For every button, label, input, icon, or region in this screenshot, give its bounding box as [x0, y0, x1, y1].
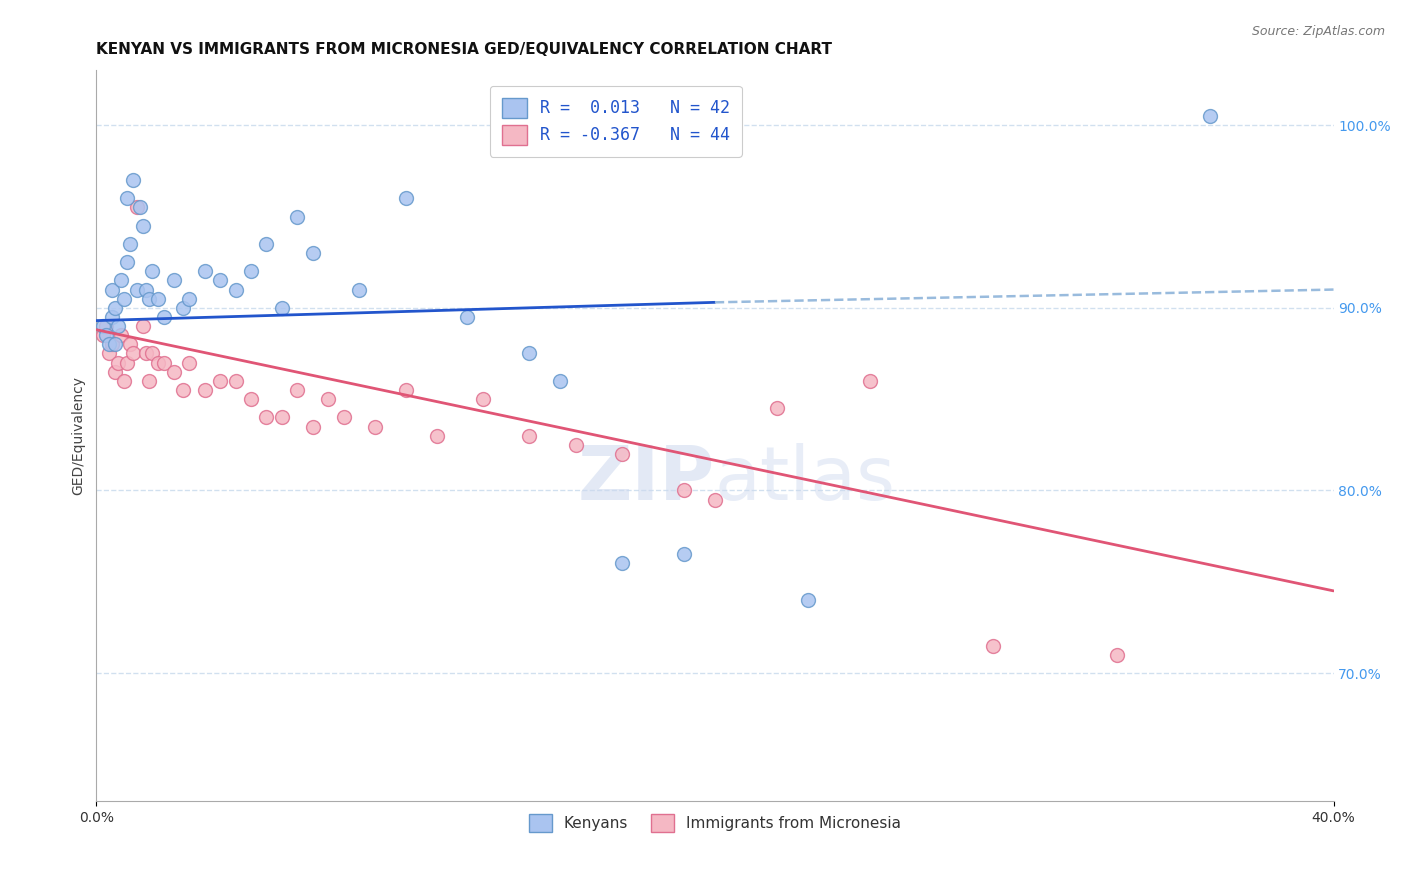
Y-axis label: GED/Equivalency: GED/Equivalency	[72, 376, 86, 495]
Point	[122, 173, 145, 187]
Point	[333, 410, 356, 425]
Point	[672, 547, 695, 561]
Legend: Kenyans, Immigrants from Micronesia: Kenyans, Immigrants from Micronesia	[516, 801, 914, 845]
Point	[256, 236, 278, 251]
Point	[138, 292, 160, 306]
Point	[107, 319, 129, 334]
Point	[240, 264, 263, 278]
Point	[120, 236, 142, 251]
Point	[104, 337, 127, 351]
Point	[101, 283, 124, 297]
Point	[672, 483, 695, 498]
Point	[148, 292, 170, 306]
Point	[94, 328, 117, 343]
Point	[107, 356, 129, 370]
Point	[610, 447, 633, 461]
Point	[172, 383, 194, 397]
Point	[858, 374, 880, 388]
Point	[122, 346, 145, 360]
Point	[120, 337, 142, 351]
Point	[110, 328, 132, 343]
Point	[395, 191, 418, 205]
Point	[271, 410, 294, 425]
Point	[112, 292, 135, 306]
Point	[395, 383, 418, 397]
Point	[765, 401, 787, 416]
Point	[94, 319, 117, 334]
Point	[148, 356, 170, 370]
Point	[1198, 109, 1220, 123]
Text: KENYAN VS IMMIGRANTS FROM MICRONESIA GED/EQUIVALENCY CORRELATION CHART: KENYAN VS IMMIGRANTS FROM MICRONESIA GED…	[97, 42, 832, 57]
Point	[117, 255, 139, 269]
Point	[132, 219, 155, 233]
Point	[426, 428, 449, 442]
Text: atlas: atlas	[714, 443, 896, 516]
Point	[703, 492, 725, 507]
Point	[104, 301, 127, 315]
Point	[287, 210, 309, 224]
Point	[302, 246, 325, 260]
Point	[179, 356, 201, 370]
Point	[472, 392, 495, 406]
Point	[287, 383, 309, 397]
Point	[117, 356, 139, 370]
Point	[209, 374, 232, 388]
Point	[318, 392, 340, 406]
Point	[194, 383, 217, 397]
Point	[135, 346, 157, 360]
Point	[240, 392, 263, 406]
Point	[125, 200, 148, 214]
Point	[153, 310, 176, 324]
Point	[256, 410, 278, 425]
Text: Source: ZipAtlas.com: Source: ZipAtlas.com	[1251, 25, 1385, 38]
Point	[97, 346, 120, 360]
Point	[349, 283, 371, 297]
Point	[364, 419, 387, 434]
Point	[1105, 648, 1128, 662]
Point	[128, 200, 150, 214]
Text: ZIP: ZIP	[578, 443, 714, 516]
Point	[517, 346, 540, 360]
Point	[610, 557, 633, 571]
Point	[132, 319, 155, 334]
Point	[302, 419, 325, 434]
Point	[141, 346, 163, 360]
Point	[457, 310, 479, 324]
Point	[135, 283, 157, 297]
Point	[112, 374, 135, 388]
Point	[517, 428, 540, 442]
Point	[172, 301, 194, 315]
Point	[209, 273, 232, 287]
Point	[91, 328, 114, 343]
Point	[138, 374, 160, 388]
Point	[796, 593, 818, 607]
Point	[179, 292, 201, 306]
Point	[163, 365, 186, 379]
Point	[548, 374, 571, 388]
Point	[271, 301, 294, 315]
Point	[97, 337, 120, 351]
Point	[117, 191, 139, 205]
Point	[125, 283, 148, 297]
Point	[101, 310, 124, 324]
Point	[101, 337, 124, 351]
Point	[163, 273, 186, 287]
Point	[564, 438, 586, 452]
Point	[104, 365, 127, 379]
Point	[981, 639, 1004, 653]
Point	[225, 374, 247, 388]
Point	[91, 319, 114, 334]
Point	[153, 356, 176, 370]
Point	[194, 264, 217, 278]
Point	[225, 283, 247, 297]
Point	[141, 264, 163, 278]
Point	[110, 273, 132, 287]
